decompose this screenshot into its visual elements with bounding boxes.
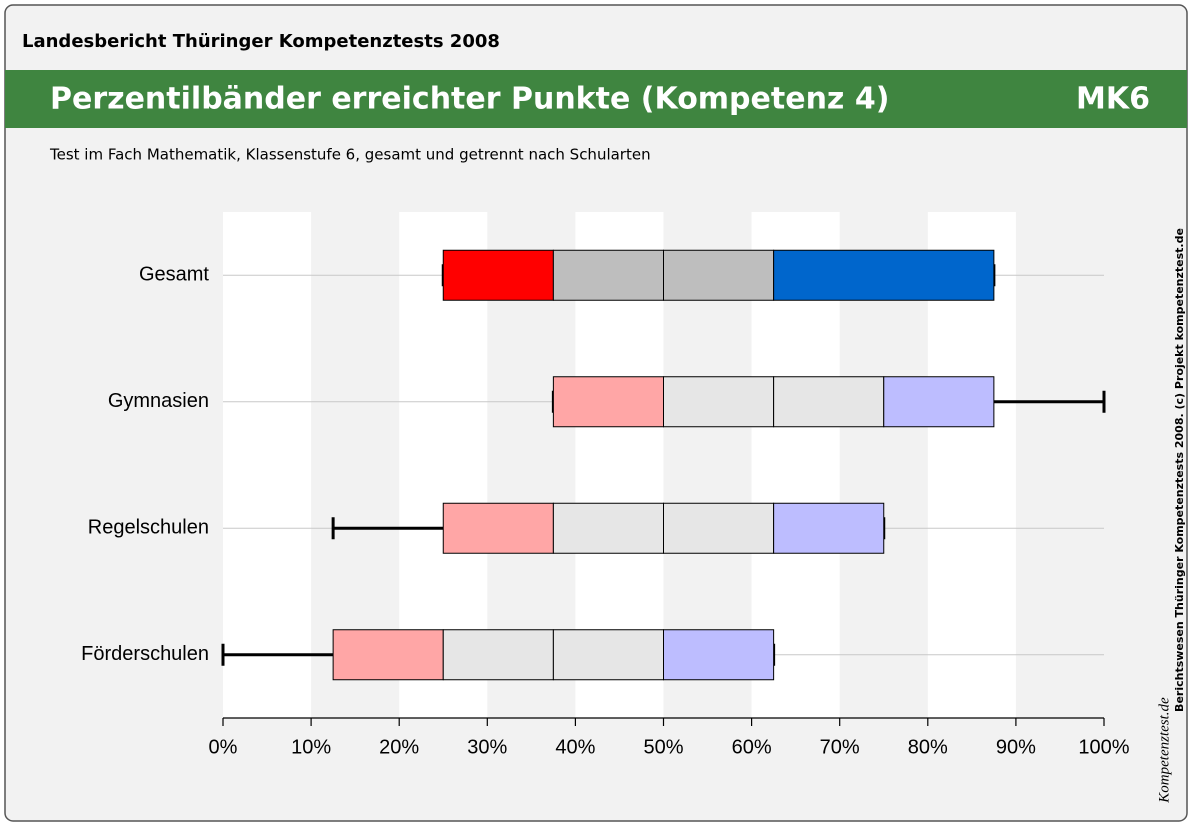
banner xyxy=(5,70,1187,128)
x-tick-label: 60% xyxy=(732,736,772,758)
band-segment xyxy=(552,629,664,681)
band-segment xyxy=(773,376,885,428)
banner-code: MK6 xyxy=(1076,82,1150,117)
band-segment xyxy=(442,629,554,681)
band-segment xyxy=(663,249,775,301)
subtitle: Test im Fach Mathematik, Klassenstufe 6,… xyxy=(49,146,651,164)
band-segment xyxy=(552,249,664,301)
category-label: Regelschulen xyxy=(88,517,209,539)
band-segment xyxy=(663,376,775,428)
band-segment xyxy=(332,629,444,681)
band-segment xyxy=(442,502,554,554)
category-label: Gymnasien xyxy=(108,390,209,412)
plot: 0% 10% 20% 30% 40% 50% 60% 70% 80% 90% 100% Gesamt G… xyxy=(81,212,1130,758)
band-segment xyxy=(663,629,775,681)
band-segment xyxy=(663,502,775,554)
x-tick-label: 20% xyxy=(379,736,419,758)
x-tick-label: 30% xyxy=(467,736,507,758)
x-tick-label: 90% xyxy=(996,736,1036,758)
x-tick-label: 0% xyxy=(209,736,238,758)
band-segment xyxy=(552,376,664,428)
band-segment xyxy=(883,376,995,428)
band-segment xyxy=(773,249,995,301)
stripe xyxy=(223,212,312,718)
banner-title: Perzentilbänder erreichter Punkte (Kompe… xyxy=(50,82,889,117)
band-segment xyxy=(552,502,664,554)
band-segment xyxy=(442,249,554,301)
x-tick-label: 10% xyxy=(291,736,331,758)
logo: Kompetenztest.de xyxy=(1156,697,1172,804)
category-label: Förderschulen xyxy=(81,643,209,665)
side-note: Berichtswesen Thüringer Kompetenztests 2… xyxy=(1173,228,1186,712)
band-segment xyxy=(773,502,885,554)
x-tick-label: 100% xyxy=(1078,736,1129,758)
header: Landesbericht Thüringer Kompetenztests 2… xyxy=(22,31,500,52)
x-tick-label: 70% xyxy=(820,736,860,758)
x-tick-label: 80% xyxy=(908,736,948,758)
x-tick-label: 40% xyxy=(555,736,595,758)
x-tick-label: 50% xyxy=(643,736,683,758)
category-label: Gesamt xyxy=(139,264,209,286)
